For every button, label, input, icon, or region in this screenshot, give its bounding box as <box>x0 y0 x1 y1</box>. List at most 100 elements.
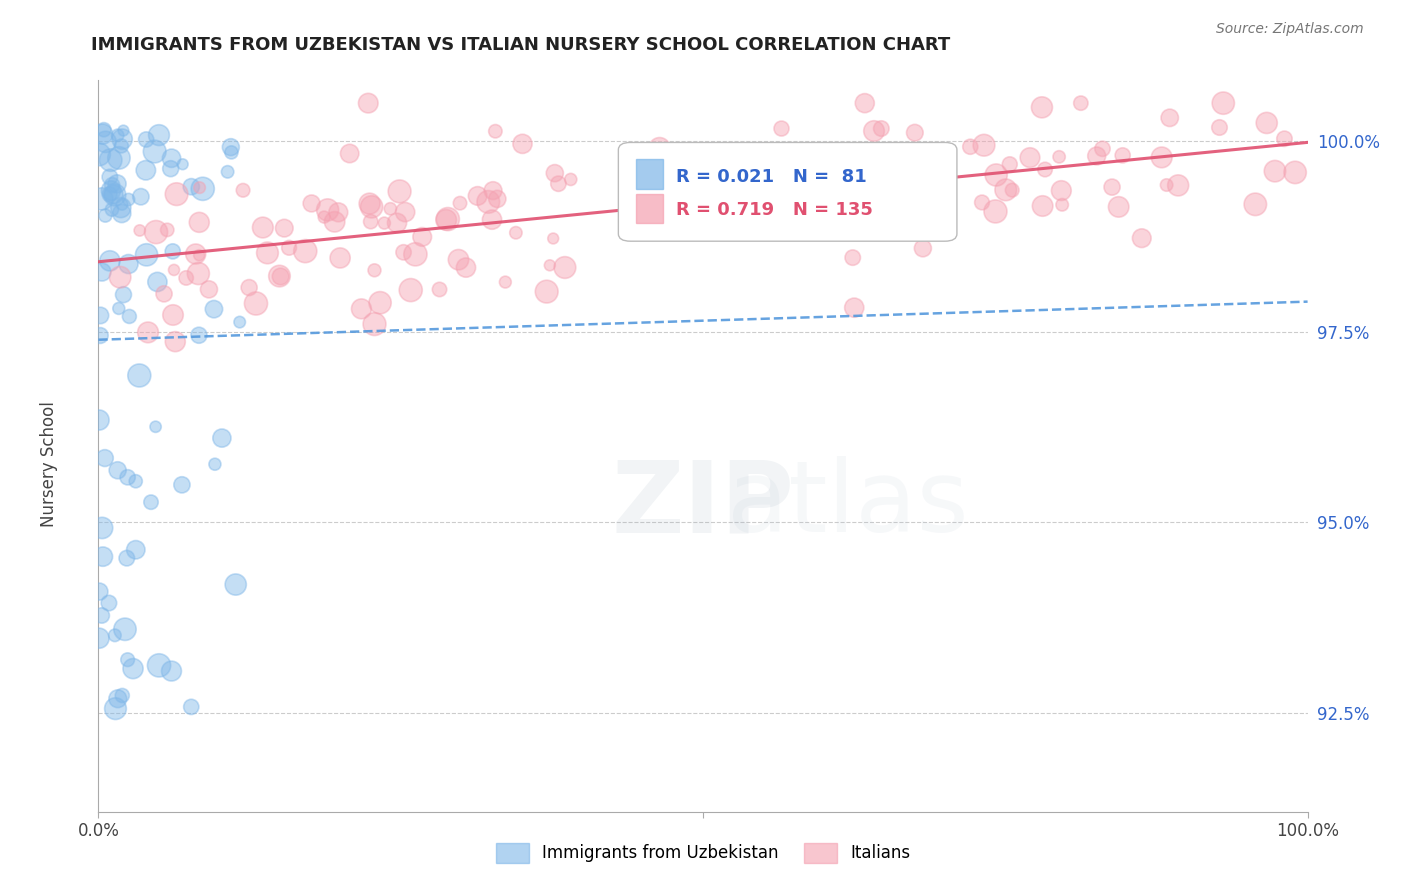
Point <box>172 157 194 171</box>
Point <box>273 221 295 235</box>
Point <box>484 124 506 138</box>
Point <box>170 478 193 492</box>
Point <box>621 209 644 223</box>
Point <box>404 247 426 261</box>
Point <box>1050 184 1073 198</box>
Point <box>1032 199 1054 213</box>
Point <box>690 204 713 219</box>
Point <box>512 136 534 151</box>
Point <box>118 310 141 324</box>
Point <box>87 147 110 161</box>
Point <box>844 301 866 315</box>
Point <box>180 699 202 714</box>
Point <box>111 197 134 211</box>
Point <box>165 334 187 349</box>
Text: R = 0.021   N =  81: R = 0.021 N = 81 <box>676 168 868 186</box>
Point <box>1111 148 1133 162</box>
Point <box>204 457 226 471</box>
Point <box>105 177 128 191</box>
Point <box>135 248 157 262</box>
Point <box>482 184 505 198</box>
Point <box>1001 183 1024 197</box>
Point <box>117 653 139 667</box>
Point <box>104 628 127 642</box>
Point <box>770 121 793 136</box>
Point <box>166 187 188 202</box>
Point <box>1108 200 1130 214</box>
Point <box>536 285 558 299</box>
Point <box>211 431 233 445</box>
Point <box>494 275 516 289</box>
Point <box>100 184 122 198</box>
Point <box>160 664 183 678</box>
Point <box>252 220 274 235</box>
Point <box>221 145 243 160</box>
Point <box>1212 96 1234 111</box>
Point <box>245 296 267 310</box>
Point <box>1284 165 1306 179</box>
Point <box>90 608 112 623</box>
Point <box>1130 231 1153 245</box>
Point <box>811 190 834 204</box>
Point <box>818 155 841 169</box>
Point <box>449 196 471 211</box>
Point <box>1156 178 1178 192</box>
Point <box>117 470 139 484</box>
Point <box>202 302 225 317</box>
Point <box>128 223 150 237</box>
Point <box>544 166 567 180</box>
FancyBboxPatch shape <box>619 143 957 241</box>
Point <box>970 195 993 210</box>
Text: Source: ZipAtlas.com: Source: ZipAtlas.com <box>1216 22 1364 37</box>
Point <box>89 309 111 323</box>
Point <box>627 181 650 195</box>
Point <box>107 691 129 706</box>
Point <box>128 368 150 383</box>
Point <box>394 205 416 219</box>
Point <box>101 178 124 193</box>
Point <box>1085 149 1108 163</box>
Point <box>97 596 120 610</box>
Point <box>870 121 893 136</box>
Point <box>278 241 301 255</box>
Point <box>373 216 395 230</box>
Point <box>911 241 934 255</box>
Point <box>380 202 402 216</box>
Point <box>477 194 499 209</box>
Point <box>1019 151 1042 165</box>
Point <box>110 139 132 153</box>
Point <box>115 551 138 566</box>
Point <box>541 231 564 245</box>
Point <box>91 549 114 564</box>
Point <box>104 701 127 715</box>
Point <box>117 257 139 271</box>
Point <box>547 177 569 191</box>
Point <box>104 188 127 202</box>
Point <box>1167 178 1189 193</box>
Point <box>122 662 145 676</box>
Point <box>107 463 129 477</box>
Point <box>135 132 157 146</box>
Point <box>187 328 209 343</box>
Point <box>198 282 221 296</box>
Point <box>893 174 915 188</box>
Point <box>90 192 112 206</box>
Point <box>117 193 139 207</box>
Point <box>554 260 576 275</box>
Point <box>188 248 211 262</box>
Point <box>363 263 385 277</box>
Point <box>486 192 509 206</box>
Point <box>619 191 641 205</box>
Point <box>350 301 373 316</box>
Point <box>301 196 323 211</box>
Point <box>143 145 166 159</box>
Point <box>162 308 184 322</box>
Point <box>339 146 361 161</box>
Point <box>256 245 278 260</box>
Point <box>191 182 214 196</box>
Point <box>385 216 408 230</box>
Point <box>998 157 1021 171</box>
Point <box>111 132 134 146</box>
Point <box>103 187 125 202</box>
Point <box>114 622 136 636</box>
